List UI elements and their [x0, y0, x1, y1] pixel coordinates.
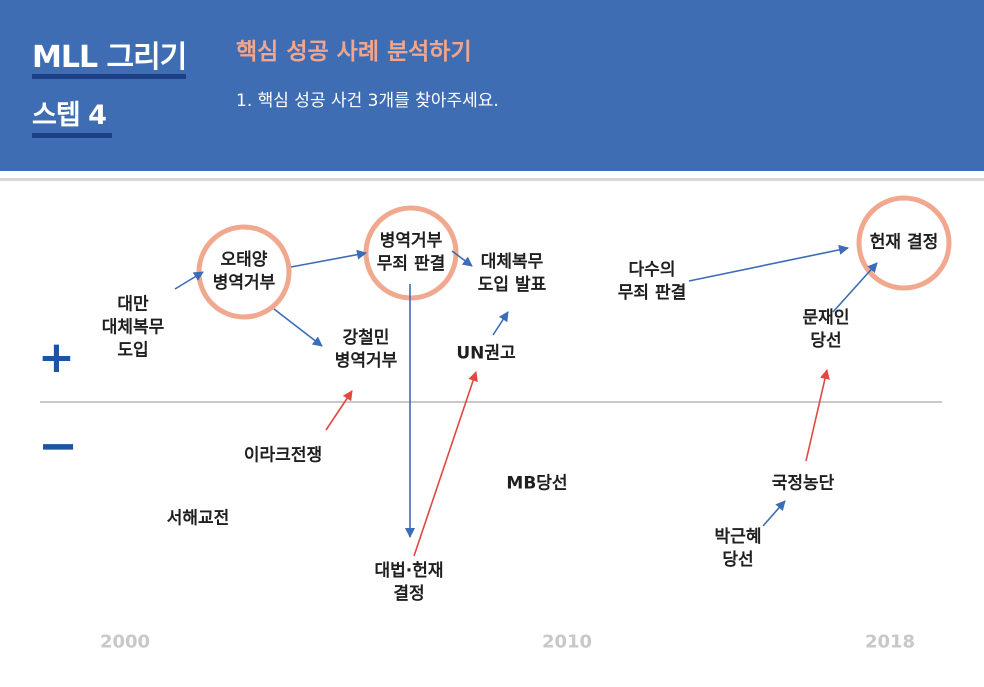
- event-label: 병역거부 무죄 판결: [376, 231, 446, 274]
- connector-arrow: [174, 271, 204, 290]
- event-label: 박근혜 당선: [714, 527, 762, 570]
- event-label: 이라크전쟁: [243, 445, 323, 466]
- year-label: 2010: [541, 631, 593, 653]
- section-subheading: 1. 핵심 성공 사건 3개를 찾아주세요.: [236, 91, 499, 111]
- timeline-diagram: [40, 195, 952, 557]
- event-label: 대체복무 도입 발표: [477, 252, 547, 295]
- section-heading: 핵심 성공 사례 분석하기: [236, 39, 472, 65]
- connector-arrow: [492, 311, 509, 336]
- event-label: 다수의 무죄 판결: [617, 260, 687, 303]
- title-underline: [32, 74, 186, 79]
- connector-arrow: [451, 250, 473, 267]
- event-label: 국정농단: [771, 473, 835, 494]
- page-title: MLL 그리기: [32, 40, 187, 75]
- connector-arrow: [290, 249, 367, 268]
- event-label: 헌재 결정: [869, 232, 939, 253]
- plus-sign: +: [38, 332, 75, 383]
- header-banner: MLL 그리기 스텝 4 핵심 성공 사례 분석하기 1. 핵심 성공 사건 3…: [0, 0, 984, 171]
- event-label: 문재인 당선: [802, 308, 850, 351]
- connector-arrow: [805, 369, 830, 462]
- connector-arrow: [273, 308, 323, 347]
- step-label: 스텝 4: [32, 100, 107, 131]
- connector-arrow: [325, 390, 353, 431]
- event-label: 대만 대체복무 도입: [101, 294, 165, 361]
- event-label: MB당선: [506, 473, 568, 494]
- event-label: UN권고: [456, 343, 516, 364]
- connector-arrow: [413, 371, 478, 557]
- connector-arrow: [688, 244, 849, 282]
- event-label: 서해교전: [166, 508, 230, 529]
- event-label: 오태양 병역거부: [212, 250, 276, 293]
- connector-arrow: [832, 262, 878, 313]
- event-label: 강철민 병역거부: [334, 328, 398, 371]
- event-label: 대법·헌재 결정: [374, 561, 444, 604]
- connector-arrow: [762, 500, 786, 527]
- minus-sign: −: [38, 418, 79, 474]
- year-label: 2018: [864, 631, 916, 653]
- highlight-ring: [856, 195, 952, 291]
- step-underline: [32, 133, 112, 138]
- year-label: 2000: [99, 631, 151, 653]
